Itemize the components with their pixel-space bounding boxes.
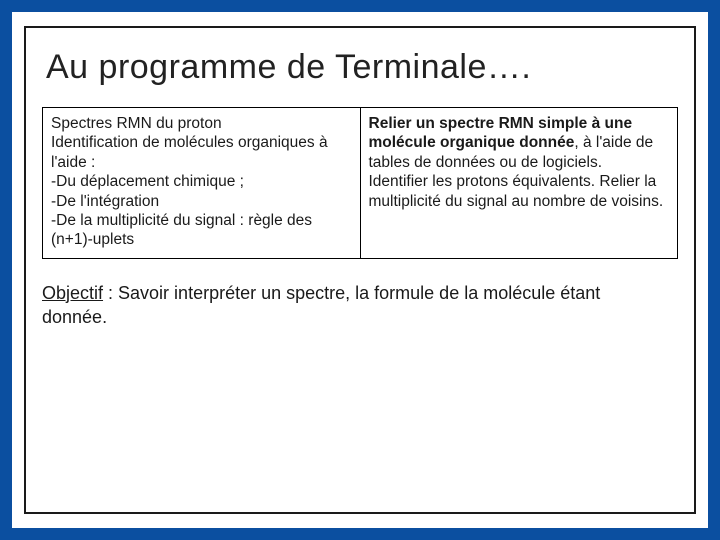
left-line2: Identification de molécules organiques à… bbox=[51, 134, 328, 170]
accent-border-top bbox=[0, 0, 720, 12]
program-table: Spectres RMN du proton Identification de… bbox=[42, 107, 678, 259]
inner-rule-right bbox=[694, 26, 696, 514]
accent-border-right bbox=[708, 0, 720, 540]
table-row: Spectres RMN du proton Identification de… bbox=[43, 108, 678, 259]
left-line4: -De l'intégration bbox=[51, 193, 159, 210]
right-rest2: Identifier les protons équivalents. Reli… bbox=[369, 173, 664, 209]
objective: Objectif : Savoir interpréter un spectre… bbox=[42, 281, 662, 330]
left-line3: -Du déplacement chimique ; bbox=[51, 173, 244, 190]
left-line5: -De la multiplicité du signal : règle de… bbox=[51, 212, 312, 248]
inner-rule-top bbox=[24, 26, 696, 28]
accent-border-left bbox=[0, 0, 12, 540]
content-area: Au programme de Terminale…. Spectres RMN… bbox=[40, 40, 680, 500]
objective-label: Objectif bbox=[42, 283, 103, 303]
table-cell-right: Relier un spectre RMN simple à une moléc… bbox=[360, 108, 678, 259]
inner-rule-bottom bbox=[24, 512, 696, 514]
left-line1: Spectres RMN du proton bbox=[51, 115, 222, 132]
objective-text: : Savoir interpréter un spectre, la form… bbox=[42, 283, 600, 327]
slide: Au programme de Terminale…. Spectres RMN… bbox=[0, 0, 720, 540]
page-title: Au programme de Terminale…. bbox=[46, 48, 680, 87]
table-cell-left: Spectres RMN du proton Identification de… bbox=[43, 108, 361, 259]
inner-rule-left bbox=[24, 26, 26, 514]
accent-border-bottom bbox=[0, 528, 720, 540]
